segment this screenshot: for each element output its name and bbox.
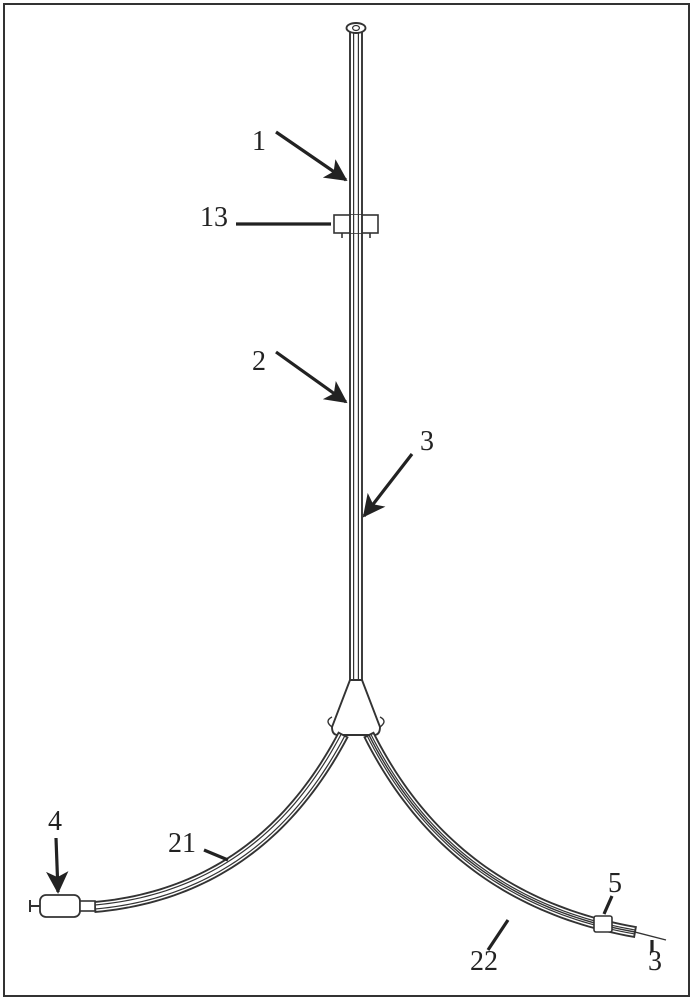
left-connector — [40, 895, 80, 917]
leader-line — [276, 132, 346, 180]
technical-diagram: 1 13 2 3 4 21 22 5 3 — [0, 0, 693, 1000]
ref-label-l4: 4 — [48, 806, 62, 837]
figure-frame — [4, 4, 689, 996]
right-collar — [594, 916, 612, 932]
leader-line — [364, 454, 412, 516]
tube-top-opening — [347, 23, 366, 33]
ref-label-l21: 21 — [168, 828, 196, 859]
leader-line — [204, 850, 228, 860]
leader-line — [276, 352, 346, 402]
ref-label-l3b: 3 — [648, 946, 662, 977]
inner-wire — [369, 735, 635, 932]
left-branch — [95, 733, 348, 912]
right-branch — [365, 733, 636, 937]
ref-label-l5: 5 — [608, 868, 622, 899]
ref-label-l22: 22 — [470, 946, 498, 977]
y-junction — [332, 680, 380, 735]
ref-label-l13: 13 — [200, 202, 228, 233]
ref-label-l1: 1 — [252, 126, 266, 157]
ref-label-l3a: 3 — [420, 426, 434, 457]
outer-tube — [350, 28, 362, 680]
ref-label-l2: 2 — [252, 346, 266, 377]
leader-line — [56, 838, 58, 892]
